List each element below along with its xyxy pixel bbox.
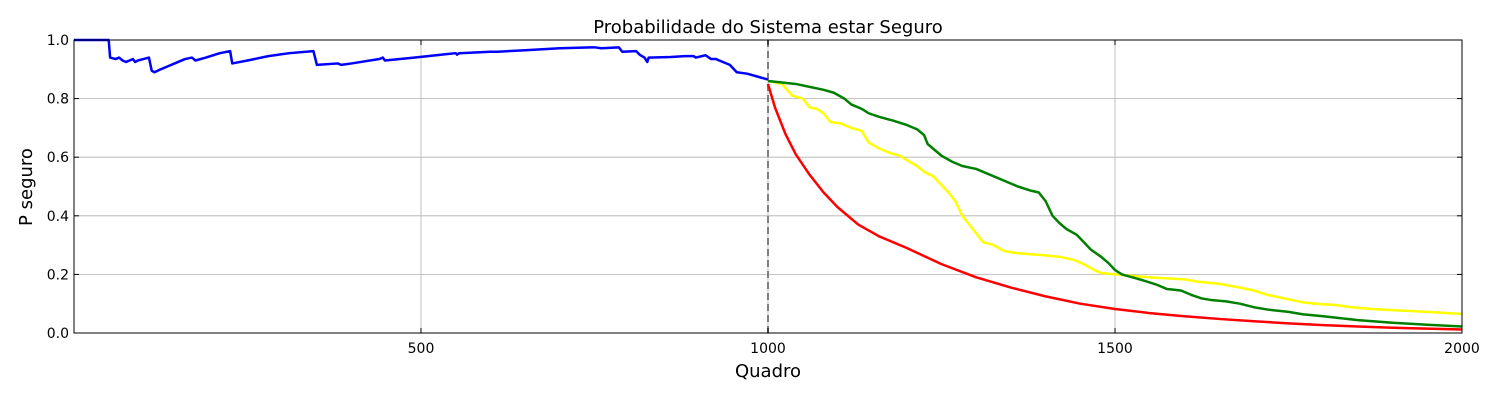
x-tick-label: 500 bbox=[408, 341, 435, 357]
series-line-4 bbox=[767, 79, 1463, 328]
chart-title: Probabilidade do Sistema estar Seguro bbox=[593, 17, 943, 38]
y-tick-label: 0.0 bbox=[47, 326, 69, 342]
series-layer bbox=[74, 38, 1463, 331]
y-tick-label: 1.0 bbox=[47, 33, 69, 49]
x-tick-label: 1500 bbox=[1097, 341, 1133, 357]
series-line-3 bbox=[767, 79, 1463, 316]
x-tick-label: 1000 bbox=[750, 341, 786, 357]
x-axis-title: Quadro bbox=[735, 361, 801, 382]
series-line-2 bbox=[766, 83, 1463, 331]
x-tick-label: 2000 bbox=[1444, 341, 1480, 357]
y-tick-label: 0.4 bbox=[47, 209, 69, 225]
y-axis-title: P seguro bbox=[16, 148, 37, 226]
y-tick-label: 0.2 bbox=[47, 267, 69, 283]
series-line-1 bbox=[74, 38, 769, 81]
y-tick-label: 0.6 bbox=[47, 150, 69, 166]
y-tick-label: 0.8 bbox=[47, 92, 69, 108]
axis-ticks: 500 1000 1500 2000 0.0 0.2 0.4 0.6 0.8 1.0 bbox=[47, 33, 1480, 357]
